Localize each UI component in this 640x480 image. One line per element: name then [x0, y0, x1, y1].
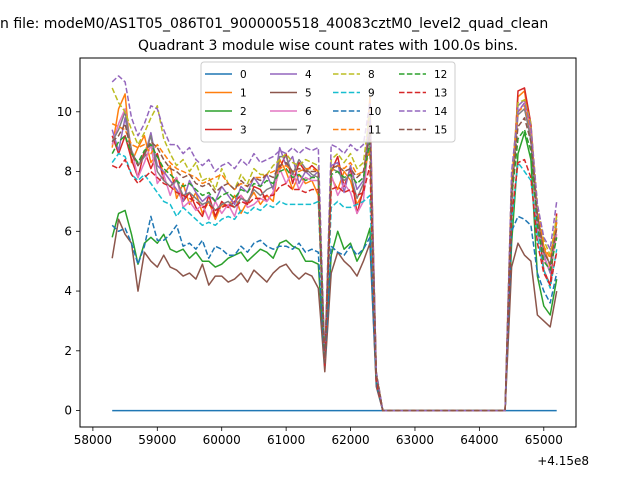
- figure-suptitle: n file: modeM0/AS1T05_086T01_9000005518_…: [0, 16, 548, 32]
- x-tick-label: 59000: [138, 433, 176, 447]
- legend-label-12: 12: [434, 69, 447, 81]
- legend-label-1: 1: [240, 88, 247, 100]
- x-tick-label: 60000: [203, 433, 241, 447]
- legend-label-13: 13: [434, 88, 447, 100]
- legend-label-10: 10: [368, 106, 381, 118]
- x-axis: 58000 59000 60000 61000 62000 63000 64000 65000: [74, 427, 563, 447]
- y-tick-label: 10: [57, 105, 72, 119]
- x-tick-label: 63000: [396, 433, 434, 447]
- x-offset-text: +4.15e8: [537, 454, 589, 468]
- legend-label-2: 2: [240, 106, 247, 118]
- legend-label-11: 11: [368, 125, 381, 137]
- y-tick-label: 6: [64, 224, 72, 238]
- legend-label-7: 7: [305, 125, 312, 137]
- y-axis: 0 2 4 6 8 10: [57, 105, 80, 418]
- series-line-7: [111, 108, 558, 412]
- chart-title: Quadrant 3 module wise count rates with …: [138, 38, 518, 54]
- series-line-15: [111, 117, 558, 412]
- legend-label-5: 5: [305, 88, 312, 100]
- x-tick-label: 64000: [460, 433, 498, 447]
- y-tick-label: 2: [64, 344, 72, 358]
- series-line-11: [111, 105, 558, 412]
- plot-area-frame: [79, 57, 577, 428]
- series-line-12: [111, 128, 558, 412]
- legend-label-15: 15: [434, 125, 447, 137]
- x-tick-label: 58000: [74, 433, 112, 447]
- legend-label-0: 0: [240, 69, 247, 81]
- legend-label-8: 8: [368, 69, 375, 81]
- legend-label-14: 14: [434, 106, 448, 118]
- legend-label-4: 4: [305, 69, 312, 81]
- legend-label-9: 9: [368, 88, 375, 100]
- legend-label-6: 6: [305, 106, 312, 118]
- plot-lines: [111, 75, 558, 412]
- legend-label-3: 3: [240, 125, 247, 137]
- series-line-5: [111, 218, 558, 412]
- x-tick-label: 62000: [331, 433, 369, 447]
- x-tick-label: 65000: [525, 433, 563, 447]
- y-tick-label: 8: [64, 165, 72, 179]
- y-tick-label: 4: [64, 284, 72, 298]
- x-tick-label: 61000: [267, 433, 305, 447]
- y-tick-label: 0: [64, 404, 72, 418]
- series-line-8: [111, 87, 558, 412]
- legend-frame: [200, 61, 456, 143]
- series-line-13: [111, 158, 558, 412]
